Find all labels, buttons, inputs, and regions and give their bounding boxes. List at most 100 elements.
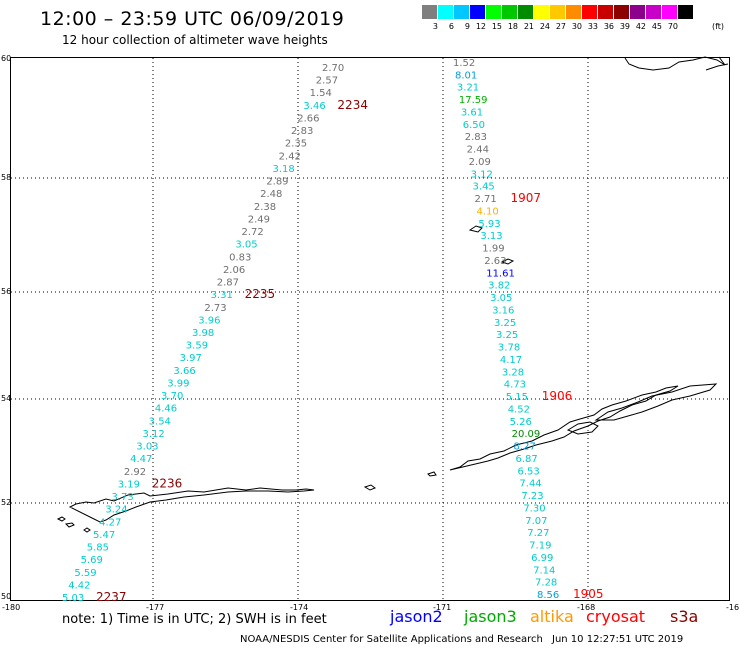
wave-height-value: 8.01 bbox=[455, 70, 477, 81]
longitude-label: -16 bbox=[726, 603, 740, 612]
pass-time-label: 2235 bbox=[245, 287, 276, 301]
generated-timestamp: Jun 10 12:27:51 UTC 2019 bbox=[552, 634, 684, 645]
wave-height-value: 2.87 bbox=[217, 278, 239, 289]
wave-height-value: 2.09 bbox=[469, 157, 491, 168]
legend-label: 3 bbox=[432, 22, 438, 31]
wave-height-value: 5.03 bbox=[62, 593, 84, 604]
coastline-islet-1 bbox=[56, 516, 66, 522]
longitude-label: -180 bbox=[2, 603, 21, 612]
legend-label: 9 bbox=[464, 22, 470, 31]
latitude-label: 60 bbox=[1, 54, 12, 63]
pass-time-label: 2237 bbox=[96, 590, 127, 604]
legend-swatch bbox=[614, 5, 630, 19]
wave-height-value: 3.46 bbox=[303, 101, 325, 112]
wave-height-value: 3.97 bbox=[180, 353, 202, 364]
wave-height-value: 3.73 bbox=[112, 492, 134, 503]
mission-label-cryosat: cryosat bbox=[586, 607, 646, 626]
wave-height-value: 3.16 bbox=[492, 305, 514, 316]
wave-height-value: 2.48 bbox=[260, 189, 282, 200]
wave-height-value: 2.42 bbox=[279, 151, 301, 162]
wave-height-value: 7.30 bbox=[523, 503, 545, 514]
coastline-western-aleutians bbox=[68, 487, 315, 523]
latitude-label: 54 bbox=[1, 394, 12, 403]
wave-height-value: 7.44 bbox=[519, 479, 541, 490]
legend-swatch bbox=[486, 5, 502, 19]
wave-height-value: 4.10 bbox=[476, 206, 498, 217]
credit-line: NOAA/NESDIS Center for Satellite Applica… bbox=[240, 634, 543, 645]
wave-height-value: 5.59 bbox=[74, 568, 96, 579]
wave-height-value: 5.85 bbox=[87, 543, 109, 554]
wave-height-value: 3.59 bbox=[186, 341, 208, 352]
coastline-islet-5 bbox=[427, 471, 437, 477]
coastline-mainland-ne-2 bbox=[705, 63, 729, 71]
mission-label-jason3: jason3 bbox=[464, 607, 517, 626]
wave-height-value: 5.69 bbox=[81, 555, 103, 566]
wave-height-value: 3.45 bbox=[473, 182, 495, 193]
pass-time-label: 1905 bbox=[573, 587, 604, 601]
wave-height-value: 3.82 bbox=[488, 281, 510, 292]
color-legend: 3 6 9 12 15 18 21 24 27 30 33 36 39 42 45 70 (ft) bbox=[422, 5, 724, 31]
wave-height-value: 5.15 bbox=[506, 392, 528, 403]
wave-height-value: 2.83 bbox=[465, 132, 487, 143]
map-frame bbox=[10, 57, 730, 601]
legend-swatch bbox=[534, 5, 550, 19]
coastline-islet-2 bbox=[64, 522, 75, 528]
mission-label-s3a: s3a bbox=[670, 607, 699, 626]
wave-height-value: 6.87 bbox=[516, 454, 538, 465]
legend-label: 27 bbox=[555, 22, 566, 31]
coastline-islet-4 bbox=[363, 484, 377, 491]
wave-height-value: 2.38 bbox=[254, 202, 276, 213]
wave-height-value: 3.19 bbox=[118, 479, 140, 490]
wave-height-value: 2.35 bbox=[285, 139, 307, 150]
wave-height-value: 4.27 bbox=[99, 517, 121, 528]
wave-height-value: 7.23 bbox=[521, 491, 543, 502]
track-west: 2.70 2.571.54 3.46 2234 2.66 2.83 2.352.42 3.18… bbox=[62, 63, 368, 604]
legend-swatch bbox=[438, 5, 454, 19]
wave-height-value: 2.06 bbox=[223, 265, 245, 276]
wave-height-value: 5.93 bbox=[478, 219, 500, 230]
wave-height-value: 3.24 bbox=[105, 505, 127, 516]
wave-height-value: 4.46 bbox=[155, 404, 177, 415]
wave-height-value: 6.50 bbox=[463, 120, 485, 131]
legend-unit: (ft) bbox=[712, 22, 725, 31]
wave-height-value: 4.42 bbox=[68, 580, 90, 591]
wave-height-value: 3.78 bbox=[498, 343, 520, 354]
latitude-label: 58 bbox=[1, 173, 12, 182]
wave-height-value: 7.27 bbox=[527, 528, 549, 539]
wave-height-value: 4.47 bbox=[130, 454, 152, 465]
legend-label: 70 bbox=[667, 22, 678, 31]
pass-time-label: 1907 bbox=[510, 191, 541, 205]
legend-label: 45 bbox=[651, 22, 662, 31]
legend-swatch bbox=[502, 5, 518, 19]
wave-height-value: 4.17 bbox=[500, 355, 522, 366]
wave-height-value: 3.13 bbox=[480, 231, 502, 242]
wave-height-value: 3.70 bbox=[161, 391, 183, 402]
wave-height-value: 2.83 bbox=[291, 126, 313, 137]
longitude-label: -174 bbox=[290, 603, 309, 612]
legend-swatch bbox=[470, 5, 486, 19]
legend-labels: 3 6 9 12 15 18 21 24 27 30 33 36 39 42 45 70 bbox=[422, 22, 694, 31]
footnote: note: 1) Time is in UTC; 2) SWH is in fe… bbox=[62, 612, 327, 627]
page-subtitle: 12 hour collection of altimeter wave hei… bbox=[62, 33, 328, 47]
wave-height-value: 8.56 bbox=[537, 590, 559, 601]
legend-swatch bbox=[582, 5, 598, 19]
mission-label-jason2: jason2 bbox=[390, 607, 443, 626]
wave-height-value: 20.09 bbox=[512, 429, 541, 440]
coastline-st-paul bbox=[468, 225, 483, 233]
wave-height-value: 3.12 bbox=[471, 169, 493, 180]
longitude-label: -171 bbox=[433, 603, 452, 612]
track-east: 1.528.013.2117.593.616.502.832.442.093.1… bbox=[453, 58, 604, 601]
legend-label: 39 bbox=[619, 22, 630, 31]
wave-height-value: 4.73 bbox=[504, 380, 526, 391]
wave-height-value: 3.25 bbox=[496, 330, 518, 341]
coastlines bbox=[56, 56, 729, 533]
legend-swatch bbox=[550, 5, 566, 19]
wave-height-value: 3.18 bbox=[272, 164, 294, 175]
legend-swatch bbox=[678, 5, 694, 19]
wave-height-value: 0.83 bbox=[229, 252, 251, 263]
wave-height-value: 2.71 bbox=[474, 194, 496, 205]
wave-height-value: 2.57 bbox=[316, 76, 338, 87]
legend-swatch bbox=[598, 5, 614, 19]
latitude-label: 56 bbox=[1, 287, 12, 296]
